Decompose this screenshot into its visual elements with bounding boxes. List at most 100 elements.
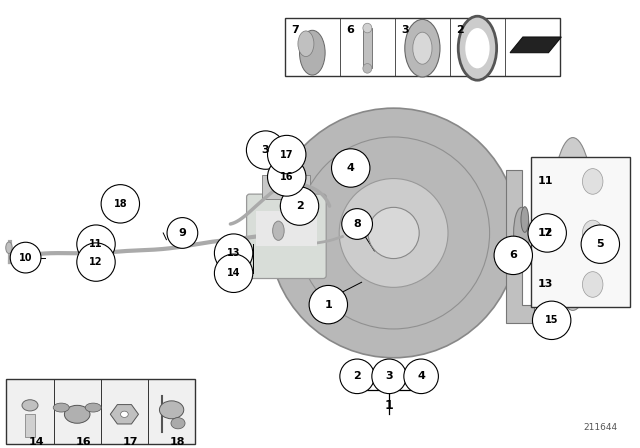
Ellipse shape xyxy=(298,137,490,329)
Text: 4: 4 xyxy=(417,371,425,381)
Text: 2: 2 xyxy=(456,25,464,34)
Polygon shape xyxy=(506,170,534,323)
FancyBboxPatch shape xyxy=(246,194,326,279)
Bar xyxy=(285,18,560,76)
Text: 3: 3 xyxy=(385,371,393,381)
Ellipse shape xyxy=(22,400,38,411)
Text: 1: 1 xyxy=(385,399,394,412)
Ellipse shape xyxy=(558,166,588,282)
Circle shape xyxy=(332,149,370,187)
Ellipse shape xyxy=(413,32,432,64)
Text: 16: 16 xyxy=(280,172,294,182)
Ellipse shape xyxy=(465,28,490,69)
Ellipse shape xyxy=(363,64,372,73)
Text: 6: 6 xyxy=(509,250,517,260)
Text: 7: 7 xyxy=(291,25,299,34)
Circle shape xyxy=(268,158,306,196)
Ellipse shape xyxy=(298,31,314,56)
Ellipse shape xyxy=(575,211,611,255)
Bar xyxy=(262,175,310,199)
Circle shape xyxy=(167,218,198,248)
Circle shape xyxy=(372,359,406,394)
Ellipse shape xyxy=(582,271,603,297)
Text: 4: 4 xyxy=(347,163,355,173)
Text: 7: 7 xyxy=(543,228,551,238)
Text: 17: 17 xyxy=(123,437,138,447)
Circle shape xyxy=(342,209,372,239)
Ellipse shape xyxy=(368,207,419,258)
Circle shape xyxy=(494,236,532,275)
Circle shape xyxy=(214,234,253,272)
Text: 12: 12 xyxy=(538,228,553,238)
Circle shape xyxy=(77,243,115,281)
Ellipse shape xyxy=(458,16,497,80)
Text: 18: 18 xyxy=(170,437,185,447)
Ellipse shape xyxy=(346,169,355,185)
Ellipse shape xyxy=(339,179,448,287)
Ellipse shape xyxy=(273,221,284,240)
Ellipse shape xyxy=(19,244,30,263)
Circle shape xyxy=(214,254,253,293)
Ellipse shape xyxy=(300,30,325,75)
Circle shape xyxy=(404,359,438,394)
Polygon shape xyxy=(510,37,561,53)
Text: 1: 1 xyxy=(324,300,332,310)
Bar xyxy=(363,28,372,69)
Ellipse shape xyxy=(582,168,603,194)
Ellipse shape xyxy=(582,220,603,246)
Ellipse shape xyxy=(575,159,611,204)
Ellipse shape xyxy=(575,262,611,307)
Ellipse shape xyxy=(171,418,185,429)
Bar xyxy=(25,414,35,437)
Bar xyxy=(6,379,195,444)
Text: 8: 8 xyxy=(353,219,361,229)
Text: 13: 13 xyxy=(227,248,241,258)
Text: 6: 6 xyxy=(346,25,355,34)
Ellipse shape xyxy=(551,138,595,310)
Ellipse shape xyxy=(159,401,184,419)
Text: 14: 14 xyxy=(227,268,241,278)
Text: 2: 2 xyxy=(353,371,361,381)
Bar xyxy=(531,157,630,307)
Text: 16: 16 xyxy=(76,437,91,447)
Circle shape xyxy=(340,359,374,394)
Polygon shape xyxy=(110,405,138,424)
Circle shape xyxy=(280,187,319,225)
Text: 3: 3 xyxy=(401,25,409,34)
Ellipse shape xyxy=(120,411,128,418)
Ellipse shape xyxy=(269,108,518,358)
Text: 10: 10 xyxy=(19,253,33,263)
Ellipse shape xyxy=(85,403,101,412)
Ellipse shape xyxy=(521,207,529,233)
Text: 12: 12 xyxy=(89,257,103,267)
Text: 211644: 211644 xyxy=(584,423,618,432)
Text: 15: 15 xyxy=(545,315,559,325)
Bar xyxy=(256,211,317,246)
Circle shape xyxy=(581,225,620,263)
Ellipse shape xyxy=(65,405,90,423)
Circle shape xyxy=(528,214,566,252)
Text: 3: 3 xyxy=(262,145,269,155)
Text: 5: 5 xyxy=(596,239,604,249)
Circle shape xyxy=(101,185,140,223)
Ellipse shape xyxy=(53,403,69,412)
Text: 13: 13 xyxy=(538,280,553,289)
Circle shape xyxy=(10,242,41,273)
Circle shape xyxy=(77,225,115,263)
Text: 2: 2 xyxy=(296,201,303,211)
Text: 14: 14 xyxy=(29,437,44,447)
Text: 18: 18 xyxy=(113,199,127,209)
Circle shape xyxy=(268,135,306,174)
Text: 9: 9 xyxy=(179,228,186,238)
Ellipse shape xyxy=(6,242,12,254)
Text: 11: 11 xyxy=(89,239,103,249)
Ellipse shape xyxy=(266,144,522,322)
Ellipse shape xyxy=(514,207,530,258)
Text: 17: 17 xyxy=(280,150,294,159)
Text: 11: 11 xyxy=(538,177,553,186)
Ellipse shape xyxy=(404,19,440,77)
Circle shape xyxy=(532,301,571,340)
Circle shape xyxy=(246,131,285,169)
Circle shape xyxy=(309,285,348,324)
Ellipse shape xyxy=(363,23,372,33)
